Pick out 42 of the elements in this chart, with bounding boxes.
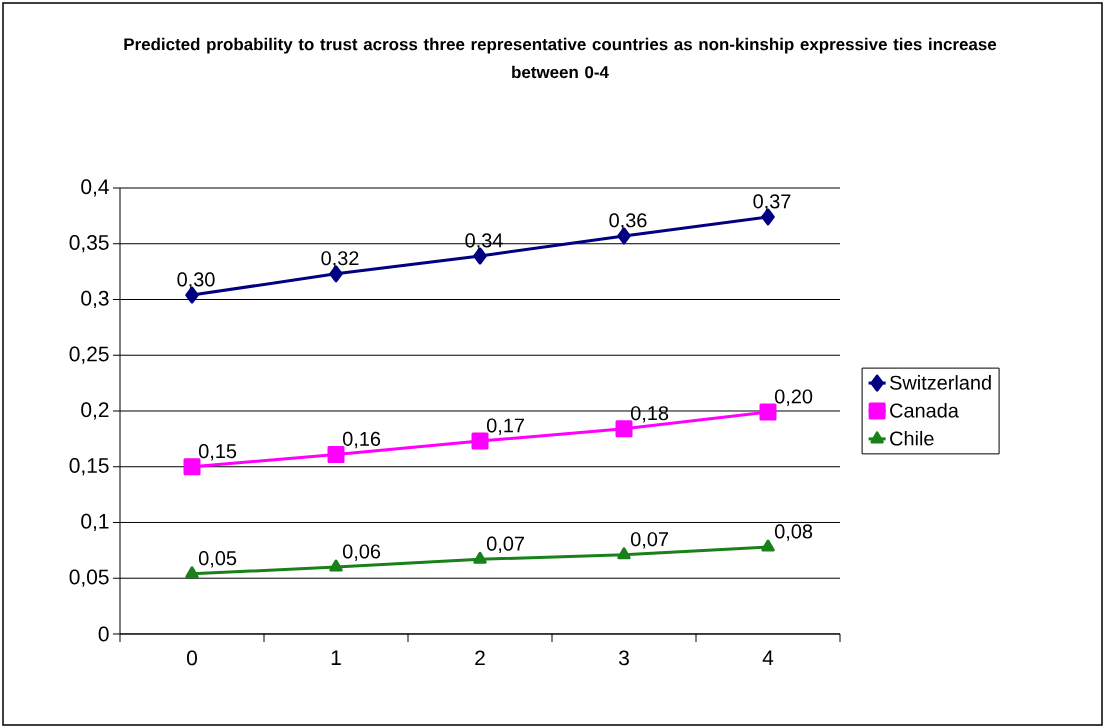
legend-label: Canada: [890, 403, 959, 418]
point: [761, 539, 775, 552]
data-label: 0,08: [774, 524, 813, 541]
x-tick-label: 2: [475, 650, 485, 666]
point: [327, 445, 345, 463]
point: [615, 420, 633, 438]
legend-label: Switzerland: [890, 375, 991, 390]
point: [473, 551, 487, 564]
point: [759, 403, 777, 421]
x-tick-label: 0: [187, 650, 197, 666]
point: [185, 566, 199, 579]
data-label: 0,32: [321, 251, 359, 268]
point: [329, 559, 343, 572]
y-tick-label: 0: [98, 626, 109, 642]
data-label: 0,36: [609, 213, 647, 230]
data-label: 0,07: [486, 536, 524, 554]
y-tick-label: 0,1: [81, 513, 109, 532]
data-label: 0,07: [630, 532, 668, 549]
y-tick-label: 0,25: [69, 346, 109, 364]
legend-label: Chile: [890, 430, 934, 446]
chart-title: Predicted probability to trust across three representative countries as non-kinship expressive ties increase between 0-4: [124, 37, 997, 79]
y-tick-label: 0,15: [69, 458, 109, 476]
data-label: 0,06: [342, 544, 381, 561]
data-label: 0,15: [198, 444, 237, 461]
point: [183, 458, 201, 476]
data-label: 0,16: [342, 431, 381, 449]
x-tick-label: 1: [331, 650, 341, 665]
data-label: 0,18: [630, 406, 669, 423]
data-label: 0,17: [486, 418, 524, 435]
y-tick-label: 0,05: [69, 569, 109, 587]
data-label: 0,20: [774, 389, 813, 406]
y-tick-label: 0,3: [81, 290, 109, 309]
x-tick-label: 3: [618, 650, 629, 666]
data-label: 0,37: [753, 194, 791, 211]
data-label: 0,30: [177, 272, 215, 289]
x-tick-label: 4: [762, 650, 774, 665]
y-tick-label: 0,4: [81, 179, 109, 197]
point: [617, 547, 631, 560]
y-tick-label: 0,35: [69, 235, 109, 253]
data-label: 0,05: [198, 551, 237, 568]
y-tick-label: 0,2: [81, 402, 109, 420]
point: [471, 432, 489, 450]
